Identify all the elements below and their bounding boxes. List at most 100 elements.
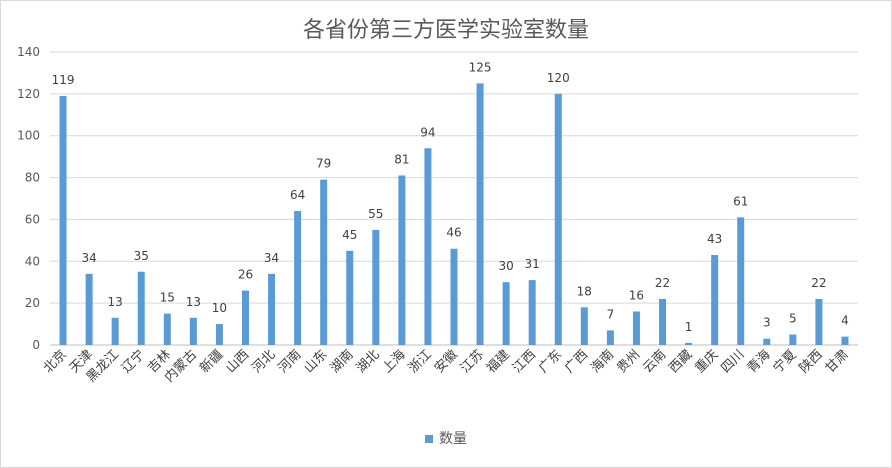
bar xyxy=(372,229,380,345)
x-tick-label: 北京 xyxy=(41,347,70,376)
y-tick-label: 20 xyxy=(25,296,40,310)
data-label: 13 xyxy=(108,295,123,309)
x-tick-label: 辽宁 xyxy=(118,347,148,377)
data-label: 7 xyxy=(607,307,615,321)
x-tick-label: 贵州 xyxy=(614,347,643,376)
y-tick-label: 100 xyxy=(17,129,40,143)
x-tick-label: 上海 xyxy=(380,347,409,376)
bar xyxy=(841,336,849,345)
bar xyxy=(320,179,328,345)
data-label: 5 xyxy=(789,312,797,326)
legend-swatch xyxy=(425,435,433,443)
x-tick-label: 安徽 xyxy=(432,347,461,376)
x-tick-label: 湖北 xyxy=(354,347,383,376)
data-label: 26 xyxy=(238,268,253,282)
data-label: 119 xyxy=(52,73,75,87)
data-label: 46 xyxy=(446,226,461,240)
data-label: 81 xyxy=(394,152,409,166)
bar xyxy=(606,330,614,345)
x-tick-label: 河南 xyxy=(275,347,305,377)
data-label: 120 xyxy=(547,71,570,85)
bar xyxy=(111,317,119,345)
data-label: 79 xyxy=(316,157,331,171)
data-label: 55 xyxy=(368,207,383,221)
data-label: 13 xyxy=(186,295,201,309)
data-label: 35 xyxy=(134,249,149,263)
x-tick-label: 西藏 xyxy=(666,347,695,376)
y-tick-label: 60 xyxy=(25,212,40,226)
bar xyxy=(424,148,432,345)
data-label: 31 xyxy=(525,257,540,271)
data-label: 34 xyxy=(264,251,279,265)
x-tick-label: 青海 xyxy=(745,347,774,376)
data-label: 94 xyxy=(420,125,435,139)
x-tick-label: 湖南 xyxy=(327,347,357,377)
x-tick-label: 宁夏 xyxy=(770,347,800,377)
bar xyxy=(137,271,145,345)
x-tick-label: 陕西 xyxy=(797,347,826,376)
y-tick-label: 0 xyxy=(32,338,40,352)
legend-label: 数量 xyxy=(439,431,467,447)
data-label: 64 xyxy=(290,188,305,202)
x-tick-label: 海南 xyxy=(588,347,618,377)
bar xyxy=(163,313,171,345)
bar xyxy=(476,83,484,346)
y-tick-label: 80 xyxy=(25,171,40,185)
bar xyxy=(59,95,67,345)
x-tick-label: 新疆 xyxy=(197,347,227,377)
chart-title: 各省份第三方医学实验室数量 xyxy=(302,18,589,43)
x-tick-label: 山东 xyxy=(302,347,331,376)
bar xyxy=(241,290,249,345)
x-tick-label: 浙江 xyxy=(406,347,435,376)
bar xyxy=(763,338,771,345)
y-tick-label: 40 xyxy=(25,254,40,268)
data-label: 16 xyxy=(629,289,644,303)
data-label: 3 xyxy=(763,316,771,330)
x-tick-label: 山西 xyxy=(223,347,252,376)
x-tick-label: 广东 xyxy=(536,347,565,376)
data-label: 1 xyxy=(685,320,693,334)
x-tick-label: 甘肃 xyxy=(823,347,852,376)
bar xyxy=(450,248,458,345)
bar xyxy=(215,324,223,345)
x-tick-label: 广西 xyxy=(562,347,591,376)
bar xyxy=(346,250,354,345)
bar xyxy=(737,217,745,345)
data-label: 22 xyxy=(655,276,670,290)
data-label: 125 xyxy=(469,60,492,74)
data-label: 10 xyxy=(212,301,227,315)
data-label: 61 xyxy=(733,194,748,208)
bar xyxy=(632,311,640,345)
bar xyxy=(815,298,823,345)
x-tick-label: 重庆 xyxy=(692,347,722,377)
data-label: 34 xyxy=(81,251,96,265)
x-tick-label: 江苏 xyxy=(457,347,487,377)
y-tick-label: 120 xyxy=(17,87,40,101)
bar xyxy=(554,93,562,345)
bar xyxy=(659,298,667,345)
bar xyxy=(580,307,588,345)
bar xyxy=(189,317,197,345)
bar xyxy=(85,273,93,345)
bar xyxy=(398,175,406,345)
x-tick-label: 江西 xyxy=(510,347,539,376)
data-label: 30 xyxy=(498,259,513,273)
x-tick-label: 四川 xyxy=(719,347,748,376)
data-label: 22 xyxy=(811,276,826,290)
bar xyxy=(294,211,302,345)
bar xyxy=(711,255,719,345)
y-tick-label: 140 xyxy=(17,45,40,59)
data-label: 43 xyxy=(707,232,722,246)
data-label: 15 xyxy=(160,291,175,305)
bar xyxy=(528,280,536,345)
x-tick-label: 云南 xyxy=(640,347,670,377)
x-tick-label: 福建 xyxy=(484,347,513,376)
legend: 数量 xyxy=(0,428,892,448)
bar xyxy=(789,334,797,345)
bar xyxy=(502,282,510,345)
data-label: 45 xyxy=(342,228,357,242)
bar xyxy=(268,273,276,345)
data-label: 18 xyxy=(577,284,592,298)
x-tick-label: 河北 xyxy=(249,347,278,376)
